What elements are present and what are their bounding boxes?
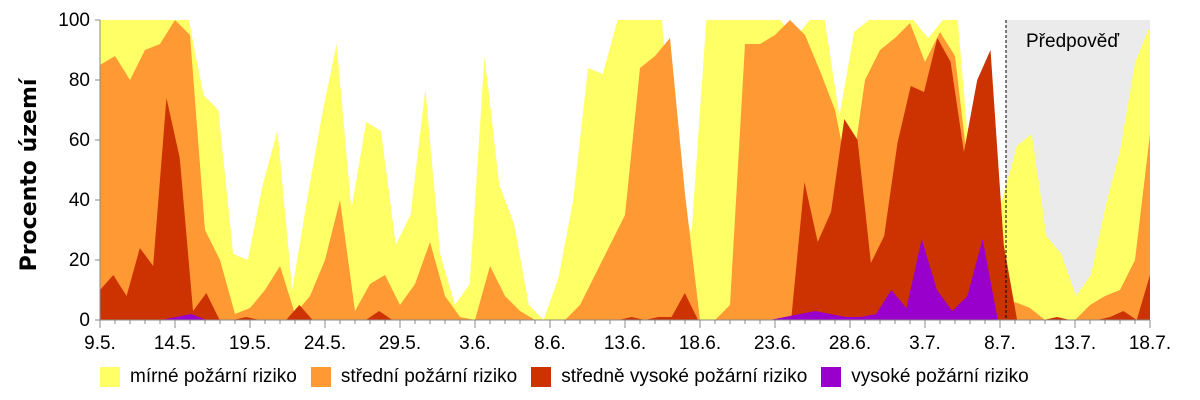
legend-label: vysoké požární riziko: [851, 366, 1029, 387]
legend: mírné požární riziko střední požární rizi…: [100, 366, 1029, 388]
x-tick-label: 29.5.: [379, 333, 421, 354]
forecast-label: Předpověď: [1026, 31, 1119, 52]
x-tick-label: 28.6.: [829, 333, 871, 354]
x-tick-label: 18.7.: [1129, 333, 1171, 354]
legend-swatch: [821, 367, 842, 387]
x-tick-label: 18.6.: [679, 333, 721, 354]
legend-item: vysoké požární riziko: [821, 366, 1029, 388]
x-tick-label: 3.7.: [909, 333, 941, 354]
x-tick-label: 8.6.: [534, 333, 566, 354]
area-series-group: [100, 20, 1150, 320]
x-tick-label: 23.6.: [754, 333, 796, 354]
x-tick-label: 19.5.: [229, 333, 271, 354]
x-tick-label: 3.6.: [459, 333, 491, 354]
legend-swatch: [100, 367, 120, 387]
y-tick-label: 20: [69, 250, 90, 271]
y-axis-label: Procento území: [17, 77, 42, 271]
x-tick-label: 24.5.: [304, 333, 346, 354]
y-tick-label: 100: [58, 10, 90, 31]
legend-label: středně vysoké požární riziko: [561, 366, 808, 387]
x-tick-label: 9.5.: [84, 333, 116, 354]
area-středně-vysoké-požární-riziko: [100, 38, 1150, 320]
legend-swatch: [531, 367, 552, 387]
x-tick-label: 13.6.: [604, 333, 646, 354]
area-vysoké-požární-riziko: [100, 239, 1150, 320]
legend-label: mírné požární riziko: [130, 366, 297, 387]
legend-label: střední požární riziko: [340, 366, 518, 387]
y-tick-label: 60: [69, 130, 90, 151]
y-tick-label: 80: [69, 70, 90, 91]
legend-item: střední požární riziko: [310, 366, 518, 388]
x-tick-label: 14.5.: [154, 333, 196, 354]
legend-item: středně vysoké požární riziko: [531, 366, 807, 388]
y-tick-label: 0: [79, 310, 90, 331]
x-tick-label: 8.7.: [984, 333, 1016, 354]
legend-item: mírné požární riziko: [100, 366, 297, 388]
legend-swatch: [310, 367, 331, 387]
axes-group: 0 20 40 60 80 100 9.5. 14.5. 19.5. 24.5. 29.5. 3.6.…: [58, 10, 1171, 354]
y-tick-label: 40: [69, 190, 90, 211]
x-tick-label: 13.7.: [1054, 333, 1096, 354]
